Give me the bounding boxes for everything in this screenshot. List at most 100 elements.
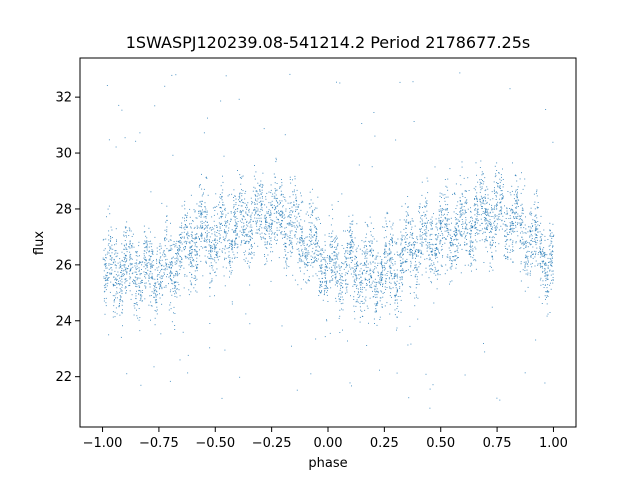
data-point (411, 249, 412, 250)
data-point (479, 200, 481, 202)
data-point (409, 232, 411, 234)
data-point (535, 227, 537, 229)
data-point (312, 262, 314, 263)
data-point (384, 274, 386, 276)
data-point (477, 205, 479, 207)
data-point (437, 270, 439, 272)
data-point (273, 205, 275, 207)
data-point (510, 223, 512, 225)
data-point (400, 252, 402, 254)
data-point (173, 281, 175, 283)
data-point (310, 231, 312, 233)
data-point (484, 219, 486, 221)
data-point (525, 256, 527, 258)
data-point (350, 245, 352, 247)
data-point (396, 251, 398, 253)
data-point (162, 294, 164, 296)
data-point (356, 274, 357, 276)
data-point (243, 225, 245, 227)
data-point (300, 237, 302, 238)
data-point (362, 282, 364, 284)
data-point (437, 235, 439, 237)
data-point (164, 273, 165, 275)
data-point (105, 264, 107, 266)
data-point (469, 245, 471, 247)
data-point (393, 281, 395, 283)
data-point (317, 242, 319, 244)
data-point (248, 222, 250, 224)
data-point (405, 248, 407, 250)
data-point (296, 243, 298, 245)
data-point (201, 220, 203, 222)
data-point (179, 295, 181, 297)
data-point (317, 216, 319, 218)
data-point (306, 244, 308, 246)
data-point (243, 232, 244, 234)
data-point (291, 245, 293, 247)
data-point (460, 184, 462, 186)
data-point (232, 240, 234, 242)
data-point (380, 277, 382, 279)
data-point (119, 303, 120, 304)
data-point (253, 209, 255, 211)
data-point (308, 252, 310, 254)
data-point (282, 212, 284, 214)
data-point (200, 234, 202, 236)
data-point (149, 259, 151, 261)
data-point (358, 164, 360, 166)
data-point (401, 236, 403, 238)
data-point (229, 245, 231, 247)
data-point (546, 303, 548, 305)
data-point (495, 242, 496, 244)
data-point (117, 292, 119, 294)
data-point (339, 277, 341, 279)
data-point (417, 271, 419, 273)
data-point (512, 210, 514, 212)
data-point (163, 250, 165, 252)
data-point (484, 190, 486, 192)
data-point (411, 226, 413, 228)
data-point (397, 296, 399, 297)
data-point (385, 278, 387, 280)
data-point (138, 269, 140, 271)
data-point (296, 200, 298, 202)
data-point (224, 229, 225, 231)
data-point (328, 233, 330, 235)
data-point (494, 205, 496, 207)
data-point (366, 270, 368, 272)
data-point (536, 237, 538, 239)
data-point (440, 211, 442, 213)
data-point (230, 218, 232, 220)
data-point (270, 214, 272, 216)
data-point (369, 216, 371, 218)
data-point (388, 243, 390, 244)
data-point (439, 222, 441, 224)
data-point (461, 215, 463, 217)
data-point (366, 257, 368, 259)
data-point (156, 267, 158, 269)
data-point (114, 285, 116, 286)
data-point (189, 250, 191, 252)
data-point (543, 252, 544, 254)
data-point (129, 258, 131, 260)
data-point (379, 319, 381, 320)
data-point (449, 250, 451, 251)
data-point (501, 220, 503, 222)
data-point (314, 209, 316, 211)
data-point (176, 296, 178, 298)
data-point (137, 277, 139, 279)
data-point (465, 234, 467, 236)
data-point (116, 283, 118, 285)
data-point (522, 241, 524, 243)
data-point (540, 249, 541, 250)
data-point (426, 232, 428, 234)
data-point (483, 217, 485, 218)
data-point (551, 235, 553, 237)
data-point (113, 305, 115, 307)
data-point (284, 134, 286, 136)
data-point (306, 263, 308, 265)
data-point (141, 279, 143, 281)
data-point (356, 262, 358, 264)
data-point (388, 277, 390, 279)
data-point (183, 231, 185, 233)
